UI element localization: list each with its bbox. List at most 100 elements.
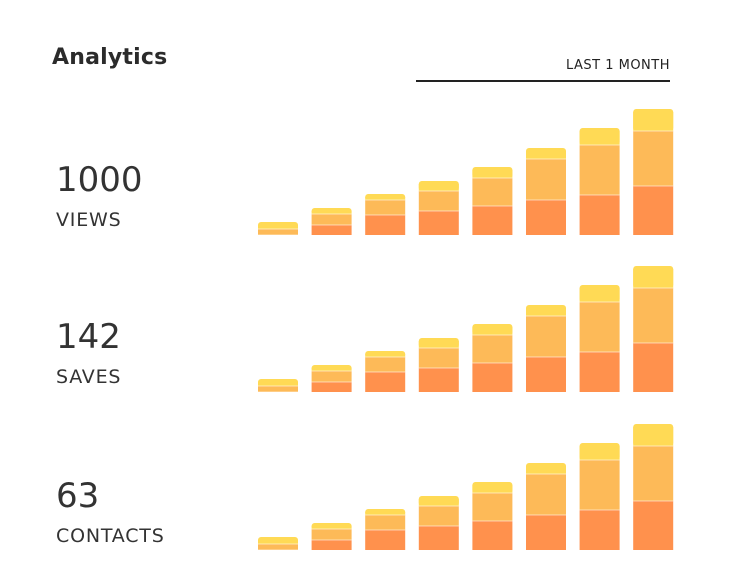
bar-segment-fill: [365, 197, 406, 200]
bar-segment-middle: [633, 131, 674, 186]
bar-1: [258, 537, 298, 551]
bar-segment-bottom: [633, 186, 674, 235]
segment-divider: [579, 459, 620, 461]
bar-segment-middle: [526, 316, 566, 357]
bar-8: [633, 109, 674, 235]
segment-divider: [365, 199, 406, 201]
bar-segment-middle: [365, 200, 406, 215]
bar-segment-fill: [579, 288, 620, 302]
segment-divider: [418, 347, 459, 349]
bar-segment-bottom: [472, 363, 513, 392]
segment-divider: [365, 514, 406, 516]
segment-divider: [311, 381, 352, 383]
segment-divider: [526, 473, 566, 475]
segment-divider: [311, 539, 352, 541]
segment-divider: [526, 356, 566, 358]
segment-divider: [258, 228, 298, 230]
segment-divider: [472, 492, 513, 494]
bar-segment-bottom: [526, 200, 566, 235]
segment-divider: [579, 301, 620, 303]
metric-value: 142: [56, 317, 121, 357]
bar-3: [365, 194, 406, 235]
bar-segment-middle: [526, 159, 566, 200]
segment-divider: [418, 367, 459, 369]
segment-divider: [633, 130, 674, 132]
segment-divider: [526, 199, 566, 201]
bar-segment-bottom: [526, 357, 566, 392]
bar-segment-bottom: [526, 515, 566, 550]
bar-segment-fill: [633, 269, 674, 288]
period-underline: [416, 80, 670, 82]
bar-segment-middle: [258, 229, 298, 235]
bar-segment-fill: [258, 540, 298, 544]
bar-4: [418, 496, 459, 550]
bar-segment-middle: [311, 214, 352, 225]
segment-divider: [258, 543, 298, 545]
bar-segment-fill: [258, 382, 298, 386]
bar-6: [526, 305, 566, 392]
bar-segment-fill: [633, 427, 674, 446]
bar-segment-middle: [526, 474, 566, 515]
segment-divider: [311, 528, 352, 530]
period-selector[interactable]: LAST 1 MONTH: [565, 58, 670, 73]
segment-divider: [258, 549, 298, 551]
bar-segment-middle: [418, 348, 459, 368]
bar-segment-bottom: [365, 372, 406, 392]
bar-2: [311, 208, 352, 235]
bar-segment-fill: [418, 184, 459, 191]
segment-divider: [633, 287, 674, 289]
bar-segment-bottom: [365, 530, 406, 550]
bar-segment-fill: [579, 446, 620, 460]
page-title: Analytics: [52, 45, 168, 70]
bar-segment-fill: [311, 368, 352, 371]
bar-segment-middle: [472, 335, 513, 363]
metric-views: 1000 VIEWS: [56, 163, 143, 231]
bar-segment-middle: [365, 515, 406, 530]
bar-1: [258, 379, 298, 393]
segment-divider: [472, 362, 513, 364]
bar-segment-bottom: [365, 215, 406, 235]
bar-segment-middle: [633, 288, 674, 343]
bar-segment-middle: [579, 145, 620, 195]
bar-segment-fill: [526, 308, 566, 316]
bar-segment-bottom: [633, 343, 674, 392]
metric-saves: 142 SAVES: [56, 320, 121, 388]
bar-segment-bottom: [311, 382, 352, 392]
segment-divider: [258, 391, 298, 393]
segment-divider: [258, 385, 298, 387]
bar-segment-fill: [472, 485, 513, 493]
segment-divider: [311, 370, 352, 372]
bar-6: [526, 463, 566, 550]
bar-1: [258, 222, 298, 236]
bar-segment-bottom: [579, 195, 620, 235]
segment-divider: [633, 445, 674, 447]
bar-segment-middle: [633, 446, 674, 501]
bar-segment-middle: [418, 506, 459, 526]
bar-segment-bottom: [418, 368, 459, 392]
segment-divider: [418, 505, 459, 507]
bar-4: [418, 181, 459, 235]
segment-divider: [526, 158, 566, 160]
bar-segment-middle: [365, 357, 406, 372]
bar-5: [472, 324, 513, 392]
bar-segment-fill: [311, 526, 352, 529]
segment-divider: [365, 529, 406, 531]
bar-segment-middle: [472, 178, 513, 206]
bar-5: [472, 167, 513, 235]
bar-8: [633, 266, 674, 392]
bar-segment-fill: [418, 499, 459, 506]
segment-divider: [311, 213, 352, 215]
segment-divider: [258, 234, 298, 236]
contacts-chart: [258, 424, 674, 551]
segment-divider: [579, 509, 620, 511]
segment-divider: [418, 190, 459, 192]
metric-value: 1000: [56, 160, 143, 200]
segment-divider: [472, 334, 513, 336]
bar-7: [579, 285, 620, 392]
metric-label: VIEWS: [56, 209, 122, 231]
bar-5: [472, 482, 513, 550]
segment-divider: [579, 351, 620, 353]
bar-segment-middle: [472, 493, 513, 521]
segment-divider: [472, 520, 513, 522]
segment-divider: [579, 144, 620, 146]
